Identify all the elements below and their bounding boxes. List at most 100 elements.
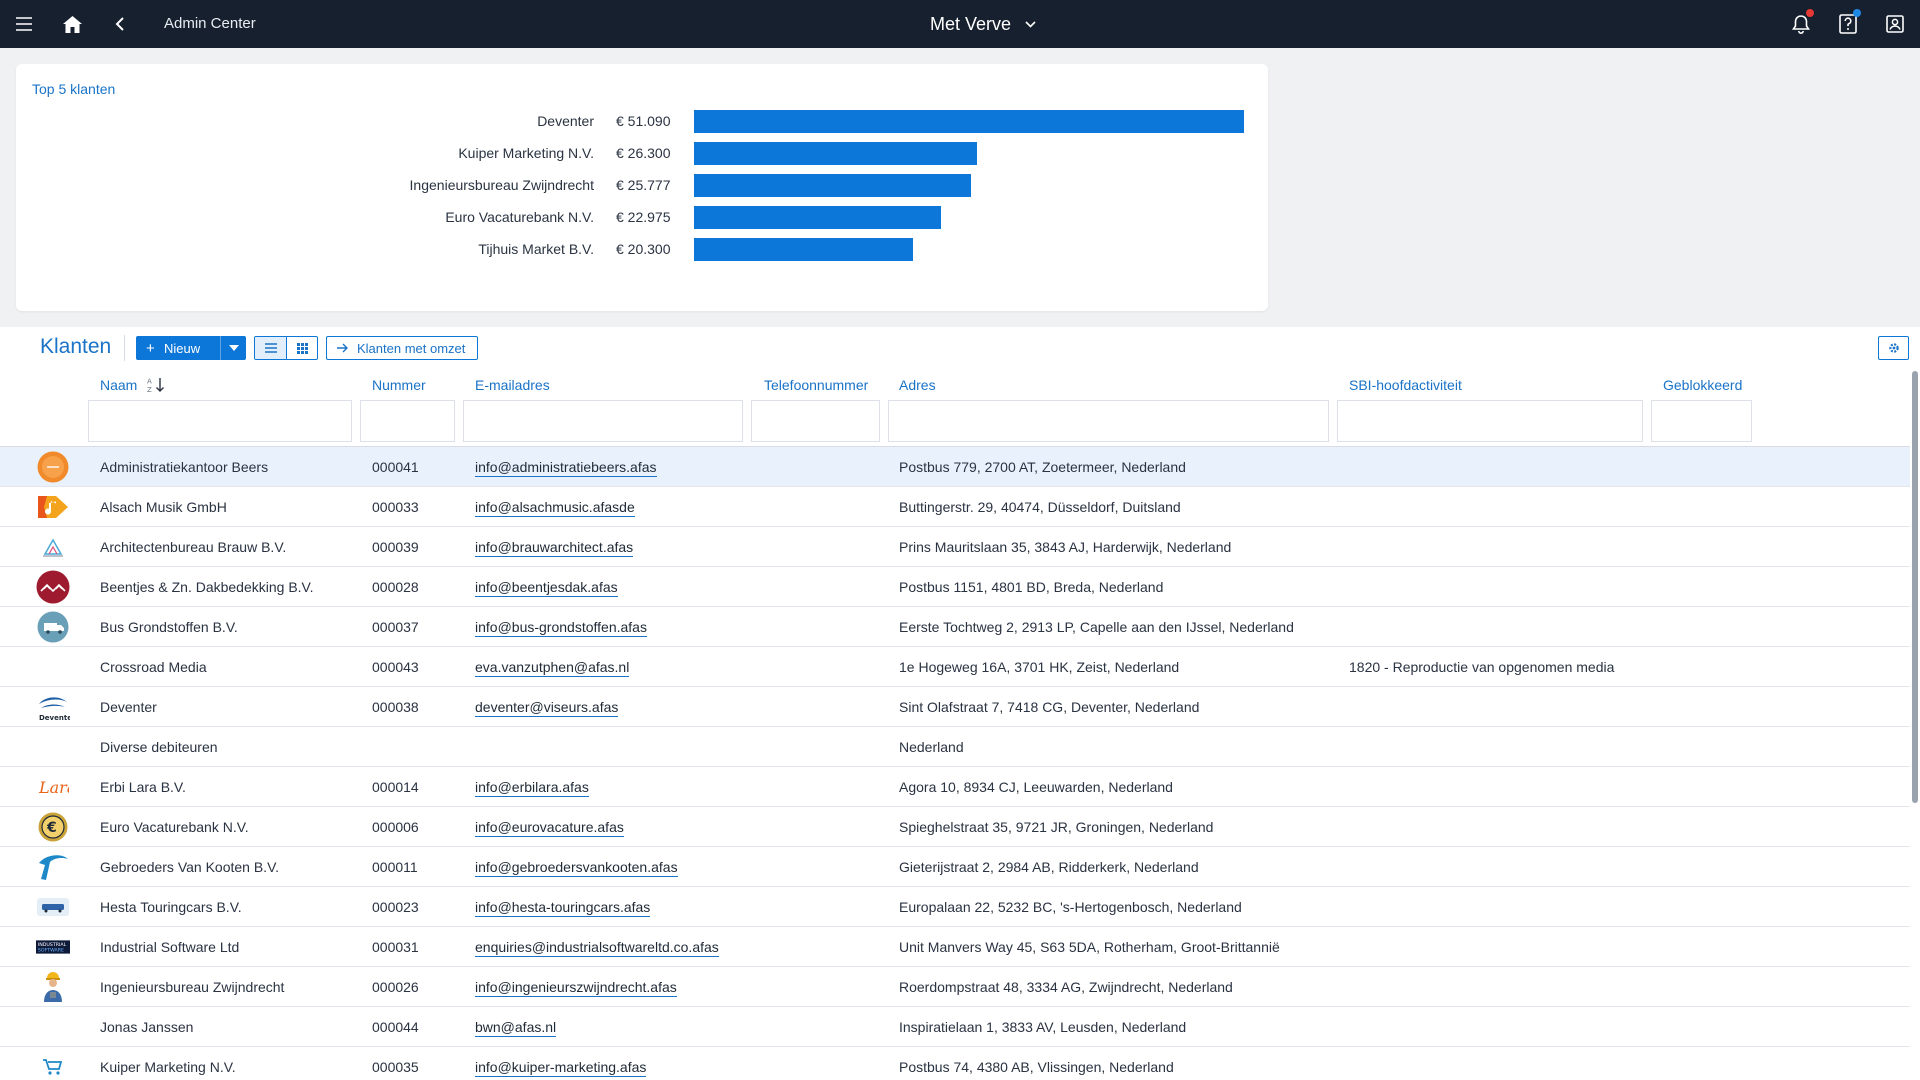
- bar[interactable]: [694, 110, 1244, 133]
- chevron-down-icon: [1025, 20, 1036, 28]
- cell-email: info@eurovacature.afas: [475, 807, 624, 847]
- column-header-geblokkeerd[interactable]: Geblokkeerd: [1663, 377, 1743, 393]
- bar[interactable]: [694, 174, 971, 197]
- cell-email: info@bus-grondstoffen.afas: [475, 607, 647, 647]
- bell-icon[interactable]: [1781, 0, 1821, 48]
- table-row[interactable]: Crossroad Media 000043 eva.vanzutphen@afas…: [0, 647, 1910, 687]
- table-row[interactable]: INDUSTRIAL SOFTWARE Industrial Software Lt…: [0, 927, 1910, 967]
- environment-selector[interactable]: Met Verve: [930, 0, 1036, 48]
- new-button-label: Nieuw: [164, 340, 201, 356]
- cell-email: deventer@viseurs.afas: [475, 687, 619, 727]
- filter-nummer-input[interactable]: [360, 400, 455, 442]
- cell-email: info@alsachmusic.afasde: [475, 487, 635, 527]
- truck-logo: [36, 611, 70, 643]
- bar[interactable]: [694, 206, 941, 229]
- email-link[interactable]: info@erbilara.afas: [475, 779, 589, 797]
- email-link[interactable]: info@gebroedersvankooten.afas: [475, 859, 678, 877]
- email-link[interactable]: info@beentjesdak.afas: [475, 579, 618, 597]
- filter-email-input[interactable]: [463, 400, 743, 442]
- table-row[interactable]: Jonas Janssen 000044 bwn@afas.nl Inspiratie…: [0, 1007, 1910, 1047]
- cell-adres: Prins Mauritslaan 35, 3843 AJ, Harderwij…: [899, 539, 1232, 555]
- cell-email: info@brauwarchitect.afas: [475, 527, 634, 567]
- cell-email: info@administratiebeers.afas: [475, 447, 657, 487]
- cell-nummer: 000023: [372, 899, 419, 915]
- list-view-icon[interactable]: [255, 337, 286, 359]
- cell-nummer: 000043: [372, 659, 419, 675]
- table-row[interactable]: Alsach Musik GmbH 000033 info@alsachmusic.…: [0, 487, 1910, 527]
- filter-adres-input[interactable]: [888, 400, 1329, 442]
- bar[interactable]: [694, 142, 977, 165]
- table-row[interactable]: Gebroeders Van Kooten B.V. 000011 info@geb…: [0, 847, 1910, 887]
- email-link[interactable]: bwn@afas.nl: [475, 1019, 557, 1037]
- building-logo: [36, 531, 70, 563]
- table-row[interactable]: Ingenieursbureau Zwijndrecht 000026 info@i…: [0, 967, 1910, 1007]
- cell-adres: Sint Olafstraat 7, 7418 CG, Deventer, Ne…: [899, 699, 1200, 715]
- email-link[interactable]: deventer@viseurs.afas: [475, 699, 619, 717]
- column-header-adres[interactable]: Adres: [899, 377, 936, 393]
- scrollbar-thumb[interactable]: [1912, 371, 1918, 803]
- email-link[interactable]: info@ingenieurszwijndrecht.afas: [475, 979, 677, 997]
- cell-naam: Industrial Software Ltd: [100, 939, 240, 955]
- cell-naam: Diverse debiteuren: [100, 739, 218, 755]
- email-link[interactable]: info@brauwarchitect.afas: [475, 539, 634, 557]
- help-icon[interactable]: [1828, 0, 1868, 48]
- filter-geblokkeerd-input[interactable]: [1651, 400, 1752, 442]
- table-row[interactable]: Deventer Deventer 000038 deventer@viseurs.a…: [0, 687, 1910, 727]
- help-dot: [1853, 9, 1861, 17]
- cell-email: enquiries@industrialsoftwareltd.co.afas: [475, 927, 719, 967]
- klanten-met-omzet-button[interactable]: Klanten met omzet: [326, 336, 479, 360]
- email-link[interactable]: info@administratiebeers.afas: [475, 459, 657, 477]
- klanten-list: Klanten + Nieuw Klanten met omzet Naam A…: [0, 327, 1920, 1080]
- table-row[interactable]: Hesta Touringcars B.V. 000023 info@hesta-t…: [0, 887, 1910, 927]
- filter-naam-input[interactable]: [88, 400, 352, 442]
- cell-naam: Euro Vacaturebank N.V.: [100, 819, 249, 835]
- bar[interactable]: [694, 238, 913, 261]
- column-header-nummer[interactable]: Nummer: [372, 377, 426, 393]
- email-link[interactable]: info@hesta-touringcars.afas: [475, 899, 651, 917]
- svg-text:INDUSTRIAL: INDUSTRIAL: [38, 942, 67, 948]
- filter-sbi-input[interactable]: [1337, 400, 1643, 442]
- email-link[interactable]: info@kuiper-marketing.afas: [475, 1059, 647, 1077]
- cell-nummer: 000026: [372, 979, 419, 995]
- table-row[interactable]: Administratiekantoor Beers 000041 info@adm…: [0, 447, 1910, 487]
- tile-view-icon[interactable]: [286, 337, 317, 359]
- cell-nummer: 000041: [372, 459, 419, 475]
- bar-value-label: € 22.975: [616, 209, 671, 225]
- table-row[interactable]: Lara Erbi Lara B.V. 000014 info@erbilara.af…: [0, 767, 1910, 807]
- email-link[interactable]: info@eurovacature.afas: [475, 819, 624, 837]
- cell-naam: Gebroeders Van Kooten B.V.: [100, 859, 280, 875]
- lara-logo: Lara: [36, 771, 70, 803]
- column-header-naam[interactable]: Naam A Z: [100, 377, 167, 394]
- home-icon[interactable]: [52, 0, 92, 48]
- email-link[interactable]: info@bus-grondstoffen.afas: [475, 619, 647, 637]
- cell-email: info@hesta-touringcars.afas: [475, 887, 651, 927]
- caret-down-icon: [228, 345, 239, 351]
- email-link[interactable]: eva.vanzutphen@afas.nl: [475, 659, 630, 677]
- bar-value-label: € 51.090: [616, 113, 671, 129]
- filter-telefoon-input[interactable]: [751, 400, 880, 442]
- email-link[interactable]: info@alsachmusic.afasde: [475, 499, 635, 517]
- table-row[interactable]: Beentjes & Zn. Dakbedekking B.V. 000028 in…: [0, 567, 1910, 607]
- cell-email: info@erbilara.afas: [475, 767, 589, 807]
- cell-adres: Buttingerstr. 29, 40474, Düsseldorf, Dui…: [899, 499, 1181, 515]
- back-icon[interactable]: [100, 0, 140, 48]
- roof-logo: [36, 570, 70, 604]
- settings-button[interactable]: [1878, 336, 1909, 360]
- top-klanten-card: Top 5 klanten Deventer € 51.090 Kuiper Mar…: [16, 64, 1268, 311]
- cell-adres: Eerste Tochtweg 2, 2913 LP, Capelle aan …: [899, 619, 1294, 635]
- cell-naam: Kuiper Marketing N.V.: [100, 1059, 236, 1075]
- table-row[interactable]: Kuiper Marketing N.V. 000035 info@kuiper-m…: [0, 1047, 1910, 1080]
- table-row[interactable]: Diverse debiteuren Nederland: [0, 727, 1910, 767]
- new-button[interactable]: + Nieuw: [136, 336, 246, 360]
- bus-logo: [36, 891, 70, 923]
- table-row[interactable]: € Euro Vacaturebank N.V. 000006 info@eurova…: [0, 807, 1910, 847]
- column-header-telefoon[interactable]: Telefoonnummer: [764, 377, 869, 393]
- table-row[interactable]: Architectenbureau Brauw B.V. 000039 info@b…: [0, 527, 1910, 567]
- column-header-sbi[interactable]: SBI-hoofdactiviteit: [1349, 377, 1462, 393]
- menu-icon[interactable]: [4, 0, 44, 48]
- email-link[interactable]: enquiries@industrialsoftwareltd.co.afas: [475, 939, 719, 957]
- column-header-email[interactable]: E-mailadres: [475, 377, 550, 393]
- new-dropdown-toggle[interactable]: [220, 336, 246, 360]
- profile-icon[interactable]: [1875, 0, 1915, 48]
- table-row[interactable]: Bus Grondstoffen B.V. 000037 info@bus-gron…: [0, 607, 1910, 647]
